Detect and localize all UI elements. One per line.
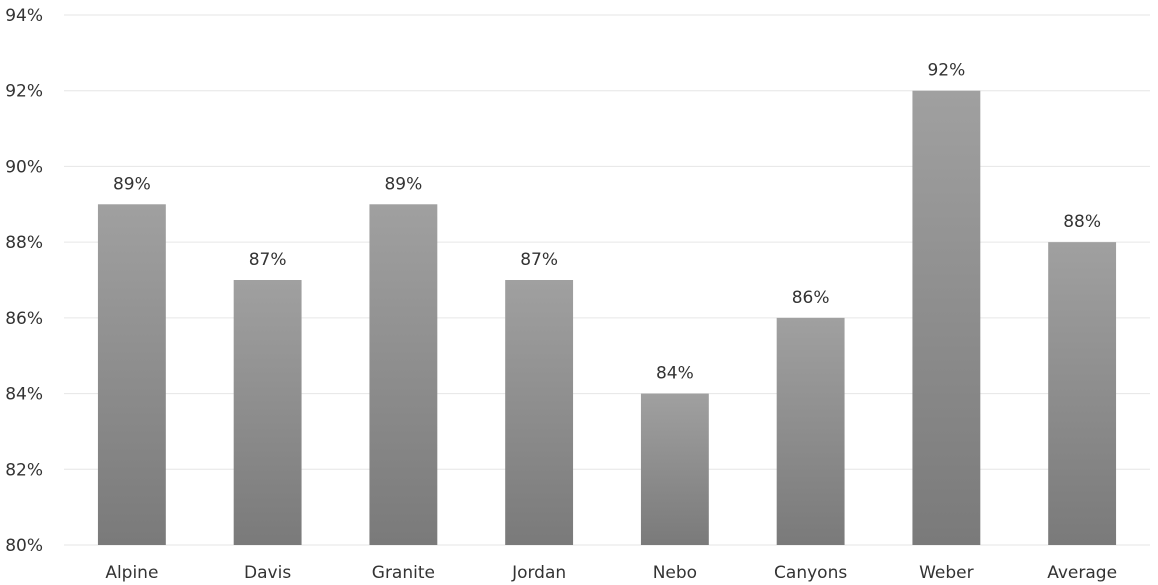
x-tick-label-jordan: Jordan bbox=[511, 563, 566, 583]
x-tick-label-nebo: Nebo bbox=[653, 563, 697, 583]
y-tick-label: 80% bbox=[5, 536, 43, 556]
x-tick-label-granite: Granite bbox=[372, 563, 435, 583]
data-label-average: 88% bbox=[1063, 212, 1101, 232]
data-labels: 89% 87% 89% 87% 84% 86% 92% 88% bbox=[113, 61, 1101, 384]
bar-granite bbox=[369, 204, 438, 546]
data-label-nebo: 84% bbox=[656, 364, 694, 384]
bar-canyons bbox=[776, 317, 845, 545]
data-label-jordan: 87% bbox=[520, 250, 558, 270]
x-tick-label-weber: Weber bbox=[919, 563, 974, 583]
y-tick-label: 88% bbox=[5, 233, 43, 253]
x-tick-label-alpine: Alpine bbox=[105, 563, 158, 583]
data-label-canyons: 86% bbox=[792, 288, 830, 308]
y-tick-label: 90% bbox=[5, 157, 43, 177]
y-tick-label: 84% bbox=[5, 385, 43, 405]
gridlines bbox=[64, 14, 1150, 546]
data-label-davis: 87% bbox=[249, 250, 287, 270]
y-tick-label: 92% bbox=[5, 82, 43, 102]
bar-alpine bbox=[97, 204, 166, 546]
y-axis-tick-labels: 80% 82% 84% 86% 88% 90% 92% 94% bbox=[5, 6, 43, 556]
data-label-granite: 89% bbox=[384, 174, 422, 194]
data-label-weber: 92% bbox=[927, 61, 965, 81]
bar-weber bbox=[912, 90, 981, 545]
bars bbox=[97, 90, 1117, 546]
y-tick-label: 86% bbox=[5, 309, 43, 329]
bar-davis bbox=[233, 280, 302, 545]
x-tick-label-canyons: Canyons bbox=[774, 563, 847, 583]
bar-nebo bbox=[640, 393, 709, 545]
y-tick-label: 82% bbox=[5, 460, 43, 480]
y-tick-label: 94% bbox=[5, 6, 43, 26]
x-tick-label-davis: Davis bbox=[244, 563, 291, 583]
bar-jordan bbox=[505, 280, 574, 545]
data-label-alpine: 89% bbox=[113, 174, 151, 194]
x-tick-label-average: Average bbox=[1047, 563, 1117, 583]
bar-average bbox=[1048, 242, 1117, 545]
x-axis-category-labels: Alpine Davis Granite Jordan Nebo Canyons Weber… bbox=[105, 563, 1117, 583]
